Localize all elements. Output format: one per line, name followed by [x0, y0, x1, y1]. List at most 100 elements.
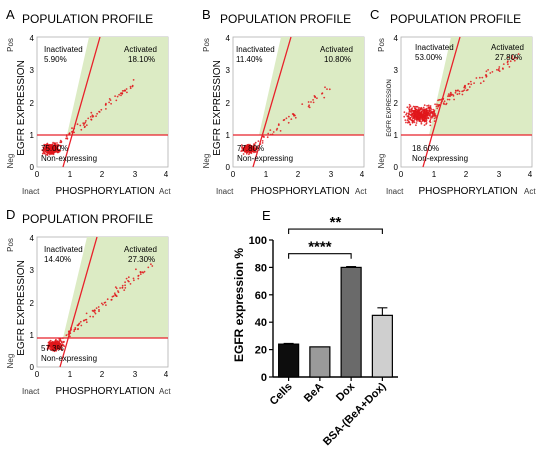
panel-b-y-low-label: Neg [202, 154, 211, 169]
scatter-point [61, 341, 63, 343]
scatter-point [71, 127, 73, 130]
scatter-point [482, 80, 485, 83]
panel-d-ylabel: EGFR EXPRESSION [16, 260, 27, 356]
panel-c-xtick-2: 2 [464, 170, 469, 179]
scatter-point [408, 118, 411, 120]
scatter-point [141, 271, 144, 273]
scatter-point [425, 107, 428, 110]
scatter-point [105, 108, 107, 110]
panel-a-non-expressing-value: 75.00% [41, 144, 68, 153]
scatter-point [257, 140, 260, 143]
panel-d-diagonal-gate [59, 236, 98, 368]
scatter-point [52, 141, 54, 144]
scatter-point [509, 60, 512, 63]
scatter-point [458, 90, 461, 93]
scatter-point [79, 124, 82, 127]
panel-b-xtick-4: 4 [360, 170, 365, 179]
scatter-point [108, 98, 111, 100]
scatter-point [424, 109, 426, 111]
scatter-point [67, 330, 70, 333]
scatter-point [52, 150, 55, 153]
scatter-point [49, 144, 51, 147]
scatter-point [124, 89, 127, 92]
scatter-point [78, 322, 81, 325]
panel-d-non-expressing-value: 57.3% [41, 344, 64, 353]
scatter-point [45, 151, 48, 154]
scatter-point [419, 120, 422, 123]
panel-e-category-label: Dox [334, 380, 358, 404]
scatter-point [452, 95, 455, 97]
scatter-point [120, 92, 123, 94]
panel-d-inactivated-value: 14.40% [44, 255, 71, 264]
panel-e-ylabel: EGFR expression % [232, 248, 246, 362]
scatter-point [131, 85, 134, 88]
scatter-point [409, 123, 412, 126]
scatter-point [249, 143, 251, 146]
panel-c-x-high-label: Act [524, 187, 536, 196]
scatter-point [411, 115, 413, 118]
scatter-point [46, 146, 49, 149]
scatter-point [502, 68, 504, 70]
scatter-point [123, 289, 126, 291]
scatter-point [89, 315, 92, 318]
scatter-point [511, 55, 514, 57]
panel-b-xtick-0: 0 [231, 170, 236, 179]
panel-c-inactivated-value: 53.00% [415, 53, 442, 62]
significance-bracket [288, 253, 352, 259]
scatter-point [52, 348, 55, 351]
panel-c-inactivated-label: Inactivated [415, 43, 454, 52]
scatter-point [82, 122, 85, 124]
scatter-point [51, 145, 53, 147]
scatter-point [462, 90, 465, 92]
scatter-point [426, 104, 428, 107]
panel-b-x-high-label: Act [355, 187, 367, 196]
scatter-point [433, 110, 435, 113]
scatter-point [458, 92, 461, 95]
scatter-point [117, 291, 120, 294]
scatter-point [139, 273, 142, 275]
scatter-point [55, 147, 57, 149]
scatter-point [464, 87, 467, 89]
panel-a-points [41, 79, 135, 157]
panel-c-xtick-4: 4 [528, 170, 533, 179]
scatter-point [262, 135, 265, 138]
scatter-point [120, 94, 122, 97]
panel-b-ytick-0: 0 [226, 163, 231, 172]
scatter-point [478, 76, 481, 79]
scatter-point [250, 152, 253, 155]
scatter-point [87, 117, 90, 120]
scatter-point [47, 152, 49, 155]
scatter-point [269, 129, 272, 132]
panel-e-ytick-label: 0 [261, 372, 267, 384]
scatter-point [52, 346, 54, 349]
scatter-point [425, 114, 428, 117]
scatter-point [85, 312, 88, 315]
scatter-point [422, 106, 425, 109]
scatter-point [56, 142, 58, 144]
scatter-point [467, 83, 470, 85]
scatter-point [288, 115, 290, 118]
panel-a-xtick-4: 4 [164, 170, 169, 179]
scatter-point [425, 117, 428, 120]
panel-a-title: POPULATION PROFILE [22, 12, 153, 26]
scatter-point [114, 293, 116, 296]
scatter-point [54, 142, 56, 145]
scatter-point [58, 150, 61, 153]
scatter-point [251, 148, 254, 151]
scatter-point [443, 100, 446, 103]
scatter-point [419, 107, 422, 110]
scatter-point [423, 104, 426, 107]
scatter-point [429, 113, 432, 115]
scatter-point [50, 146, 52, 149]
scatter-point [96, 112, 98, 115]
scatter-point [266, 136, 269, 139]
scatter-point [412, 120, 414, 123]
panel-d-x-high-label: Act [159, 387, 171, 396]
scatter-point [267, 132, 270, 135]
scatter-point [82, 319, 85, 322]
scatter-point [49, 149, 52, 151]
panel-c-y-high-label: Pos [377, 38, 386, 52]
panel-a-activated-label: Activated [124, 45, 157, 54]
scatter-point [58, 346, 61, 349]
